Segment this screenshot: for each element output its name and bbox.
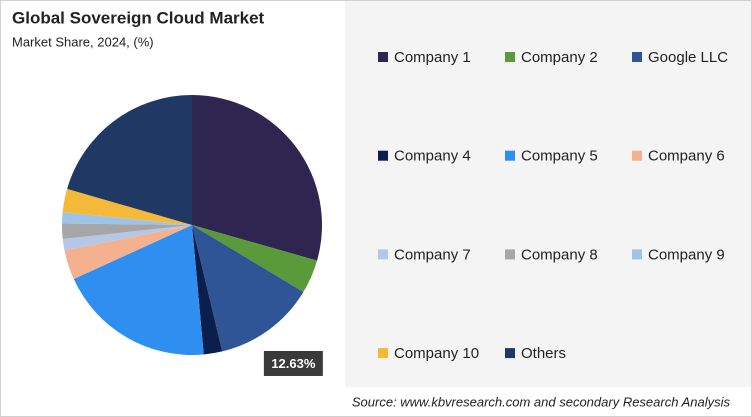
legend-label: Company 6 [648, 148, 725, 165]
legend-swatch [378, 150, 388, 161]
pie-slice [62, 188, 192, 225]
legend-swatch [505, 249, 515, 260]
pie-slice [62, 225, 192, 251]
legend-label: Company 2 [521, 49, 598, 66]
legend-swatch [378, 52, 388, 62]
pie-slice [192, 95, 322, 261]
value-label: 12.63% [271, 356, 316, 371]
legend-label: Company 4 [394, 148, 471, 165]
pie-slice [192, 225, 318, 293]
legend-panel [345, 1, 751, 387]
chart-title: Global Sovereign Cloud Market [12, 8, 265, 27]
pie-slice [73, 225, 204, 355]
pie-slice [64, 225, 192, 280]
chart-subtitle: Market Share, 2024, (%) [12, 34, 154, 49]
legend-label: Company 8 [521, 246, 598, 263]
legend-label: Others [521, 345, 566, 362]
legend-label: Company 5 [521, 148, 598, 165]
legend-label: Google LLC [648, 49, 728, 66]
legend-swatch [505, 150, 515, 161]
pie-slice [67, 95, 192, 225]
legend-swatch [632, 52, 642, 62]
legend-swatch [505, 348, 515, 359]
legend-swatch [632, 150, 642, 161]
pie-slice [192, 225, 304, 352]
legend-swatch [505, 52, 515, 62]
value-label-box [262, 349, 324, 377]
legend-label: Company 9 [648, 246, 725, 263]
source-note: Source: www.kbvresearch.com and secondar… [352, 394, 731, 409]
legend-swatch [378, 249, 388, 260]
legend-swatch [378, 348, 388, 359]
pie-slice [62, 212, 192, 225]
legend-swatch [632, 249, 642, 260]
legend-label: Company 1 [394, 49, 471, 66]
legend-label: Company 10 [394, 345, 479, 362]
pie-slice [62, 223, 193, 240]
pie-slice [192, 225, 223, 355]
legend-label: Company 7 [394, 246, 471, 263]
